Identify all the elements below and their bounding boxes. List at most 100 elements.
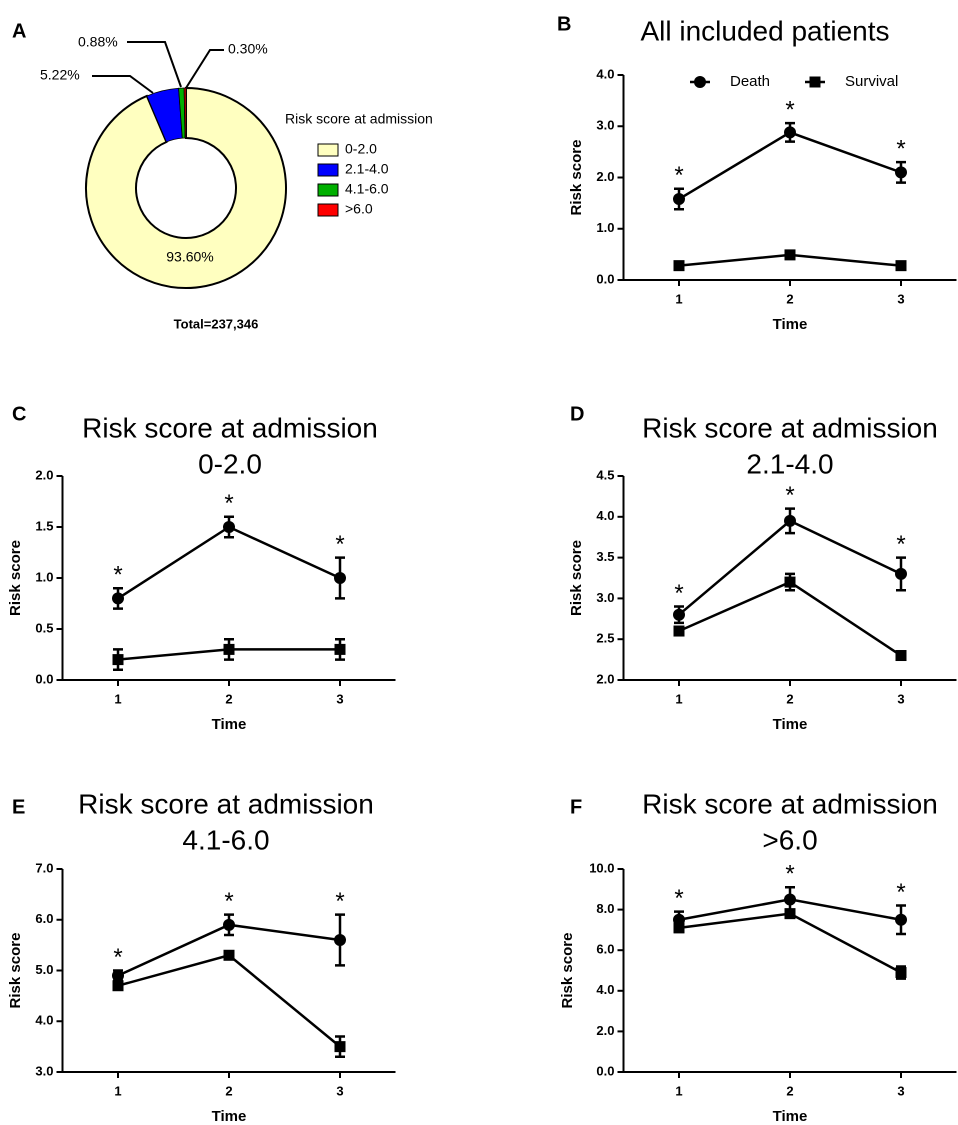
data-point xyxy=(673,625,685,637)
x-axis-title: Time xyxy=(773,716,808,733)
y-tick-label: 0.0 xyxy=(596,1063,614,1078)
data-point xyxy=(334,934,346,947)
significance-marker: * xyxy=(896,531,905,558)
data-point xyxy=(334,643,346,655)
x-tick-label: 3 xyxy=(897,291,904,306)
significance-marker: * xyxy=(335,888,344,915)
value-label: 0.30% xyxy=(228,41,268,57)
significance-marker: * xyxy=(224,888,233,915)
y-tick-label: 1.5 xyxy=(35,518,53,533)
chart-subtitle: 2.1-4.0 xyxy=(746,448,833,479)
significance-marker: * xyxy=(896,135,905,162)
x-tick-label: 3 xyxy=(897,1083,904,1098)
y-tick-label: 4.0 xyxy=(596,508,614,523)
data-point xyxy=(784,893,796,906)
data-point xyxy=(784,908,796,920)
y-tick-label: 10.0 xyxy=(589,860,614,875)
data-point xyxy=(112,654,124,666)
legend-swatch xyxy=(317,163,339,177)
significance-marker: * xyxy=(896,879,905,906)
chart-title: Risk score at admission xyxy=(642,412,938,443)
y-tick-label: 0.0 xyxy=(596,271,614,286)
chart-title: Risk score at admission xyxy=(82,412,378,443)
data-point xyxy=(895,260,907,272)
data-point xyxy=(784,514,796,527)
legend-swatch xyxy=(317,143,339,157)
y-tick-label: 0.5 xyxy=(35,620,53,635)
legend-marker xyxy=(809,76,821,88)
x-axis-title: Time xyxy=(212,1108,247,1125)
y-tick-label: 2.0 xyxy=(596,169,614,184)
significance-marker: * xyxy=(785,482,794,509)
y-axis-title: Risk score xyxy=(568,140,585,216)
y-axis-title: Risk score xyxy=(7,933,24,1009)
data-point xyxy=(334,572,346,584)
series-line xyxy=(678,912,902,974)
legend-label: 0-2.0 xyxy=(345,141,377,157)
value-label: 93.60% xyxy=(166,249,213,265)
data-point xyxy=(895,913,907,926)
data-point xyxy=(895,967,907,979)
significance-marker: * xyxy=(113,944,122,971)
data-point xyxy=(784,126,796,139)
significance-marker: * xyxy=(674,885,683,912)
x-axis-title: Time xyxy=(773,316,808,333)
y-tick-label: 8.0 xyxy=(596,901,614,916)
panel-label: A xyxy=(12,20,26,42)
chart-subtitle: >6.0 xyxy=(762,824,817,855)
y-tick-label: 4.0 xyxy=(596,982,614,997)
x-tick-label: 2 xyxy=(225,691,232,706)
y-tick-label: 0.0 xyxy=(35,671,53,686)
x-tick-label: 1 xyxy=(675,1083,682,1098)
panel-label: E xyxy=(12,796,25,818)
legend-title: Risk score at admission xyxy=(285,111,433,127)
x-tick-label: 3 xyxy=(336,691,343,706)
data-point xyxy=(673,922,685,934)
y-tick-label: 1.0 xyxy=(596,220,614,235)
y-axis-title: Risk score xyxy=(559,933,576,1009)
x-tick-label: 1 xyxy=(675,291,682,306)
y-tick-label: 7.0 xyxy=(35,860,53,875)
data-point xyxy=(223,949,235,961)
x-axis-title: Time xyxy=(212,716,247,733)
footnote: Total=237,346 xyxy=(174,316,259,331)
legend-label: 4.1-6.0 xyxy=(345,181,389,197)
x-tick-label: 2 xyxy=(786,691,793,706)
significance-marker: * xyxy=(113,562,122,589)
data-point xyxy=(895,567,907,580)
leader-line xyxy=(127,41,182,88)
significance-marker: * xyxy=(674,580,683,607)
data-point xyxy=(784,249,796,261)
chart-title: Risk score at admission xyxy=(78,788,374,819)
panel-label: B xyxy=(557,13,571,35)
data-point xyxy=(895,650,907,662)
y-tick-label: 3.0 xyxy=(596,590,614,605)
x-tick-label: 1 xyxy=(114,691,121,706)
y-tick-label: 1.0 xyxy=(35,569,53,584)
significance-marker: * xyxy=(785,861,794,888)
data-point xyxy=(112,980,124,992)
legend-label: >6.0 xyxy=(345,201,373,217)
panel-label: F xyxy=(570,796,582,818)
significance-marker: * xyxy=(674,162,683,189)
data-point xyxy=(223,918,235,931)
chart-title: All included patients xyxy=(640,15,889,46)
y-tick-label: 4.0 xyxy=(596,66,614,81)
significance-marker: * xyxy=(224,490,233,517)
leader-line xyxy=(92,75,154,94)
x-axis-title: Time xyxy=(773,1108,808,1125)
data-point xyxy=(784,576,796,588)
series-line xyxy=(678,519,902,616)
y-tick-label: 6.0 xyxy=(35,911,53,926)
series-line xyxy=(678,580,902,657)
y-tick-label: 2.0 xyxy=(596,1023,614,1038)
chart-subtitle: 4.1-6.0 xyxy=(182,824,269,855)
y-tick-label: 4.5 xyxy=(596,467,614,482)
data-point xyxy=(673,193,685,206)
data-point xyxy=(112,969,124,982)
y-tick-label: 2.0 xyxy=(35,467,53,482)
y-axis-title: Risk score xyxy=(568,540,585,616)
legend-label: Death xyxy=(730,73,770,90)
data-point xyxy=(334,1041,346,1053)
